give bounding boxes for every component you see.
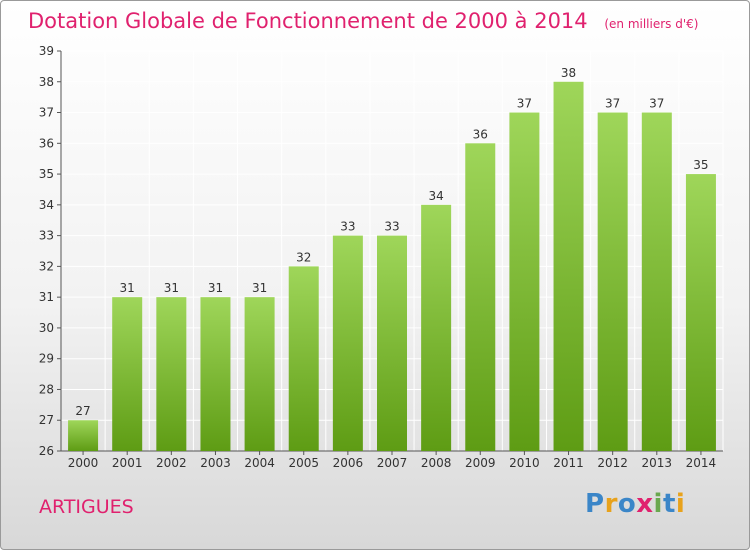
y-tick-label: 38 (39, 75, 54, 89)
y-tick-label: 35 (39, 167, 54, 181)
bar-2009 (465, 143, 496, 452)
logo-letter: x (636, 489, 654, 519)
y-tick-label: 36 (39, 136, 54, 150)
bar-2001 (112, 297, 143, 451)
value-label-2003: 31 (208, 281, 223, 295)
x-tick-label-2008: 2008 (421, 456, 452, 470)
bar-2004 (244, 297, 275, 451)
value-label-2011: 38 (561, 66, 576, 80)
value-label-2005: 32 (296, 250, 311, 264)
x-tick-label-2009: 2009 (465, 456, 496, 470)
x-tick-label-2011: 2011 (553, 456, 584, 470)
label-layer: 27 31 31 31 31 32 33 33 34 36 37 38 37 37 35 (75, 66, 708, 418)
x-tick-label-2004: 2004 (244, 456, 275, 470)
logo-letter: i (675, 489, 686, 519)
value-label-2000: 27 (75, 404, 90, 418)
logo-letter: r (604, 489, 618, 519)
value-label-2004: 31 (252, 281, 267, 295)
logo-letter: i (653, 489, 663, 519)
chart-title-text: Dotation Globale de Fonctionnement de 20… (28, 9, 588, 33)
axis-layer: 26 27 28 29 30 31 32 33 34 35 36 37 38 39 2000 2001 2002… (39, 44, 723, 470)
x-tick-label-2000: 2000 (68, 456, 99, 470)
x-tick-label-2013: 2013 (642, 456, 673, 470)
x-tick-label-2002: 2002 (156, 456, 187, 470)
value-label-2009: 36 (473, 127, 488, 141)
bar-2006 (332, 235, 363, 451)
y-tick-label: 33 (39, 229, 54, 243)
y-tick-label: 27 (39, 413, 54, 427)
logo-letter: t (662, 489, 676, 519)
value-label-2014: 35 (693, 158, 708, 172)
x-tick-label-2003: 2003 (200, 456, 231, 470)
x-tick-label-2001: 2001 (112, 456, 143, 470)
y-tick-label: 30 (39, 321, 54, 335)
value-label-2013: 37 (649, 97, 664, 111)
proxiti-logo[interactable]: Proxiti (585, 489, 685, 519)
value-label-2002: 31 (164, 281, 179, 295)
value-label-2006: 33 (340, 220, 355, 234)
logo-letter: P (585, 489, 605, 519)
logo-letter: o (617, 489, 637, 519)
bar-2005 (288, 266, 319, 451)
y-tick-label: 39 (39, 44, 54, 58)
bar-2003 (200, 297, 231, 451)
x-tick-label-2007: 2007 (377, 456, 408, 470)
y-tick-label: 34 (39, 198, 54, 212)
value-label-2008: 34 (428, 189, 443, 203)
bar-layer (68, 81, 716, 452)
bar-2013 (641, 112, 672, 452)
y-tick-label: 32 (39, 259, 54, 273)
y-tick-label: 29 (39, 352, 54, 366)
value-label-2007: 33 (384, 220, 399, 234)
commune-name: ARTIGUES (39, 496, 134, 518)
value-label-2012: 37 (605, 97, 620, 111)
bar-2007 (377, 235, 407, 451)
chart-title: Dotation Globale de Fonctionnement de 20… (28, 9, 698, 33)
chart-subtitle: (en milliers d'€) (604, 17, 699, 31)
bar-2011 (553, 81, 584, 452)
y-tick-label: 37 (39, 106, 54, 120)
x-tick-label-2010: 2010 (509, 456, 540, 470)
bar-2002 (156, 297, 187, 451)
y-tick-label: 26 (39, 444, 54, 458)
bar-2012 (597, 112, 628, 452)
bar-2000 (68, 420, 99, 451)
x-tick-label-2005: 2005 (288, 456, 319, 470)
x-tick-label-2014: 2014 (686, 456, 717, 470)
bar-2008 (421, 204, 452, 451)
x-tick-label-2012: 2012 (597, 456, 628, 470)
y-tick-label: 28 (39, 382, 54, 396)
y-tick-label: 31 (39, 290, 54, 304)
value-label-2001: 31 (120, 281, 135, 295)
x-tick-label-2006: 2006 (333, 456, 364, 470)
bar-2014 (685, 174, 716, 452)
value-label-2010: 37 (517, 97, 532, 111)
bar-2010 (509, 112, 540, 452)
